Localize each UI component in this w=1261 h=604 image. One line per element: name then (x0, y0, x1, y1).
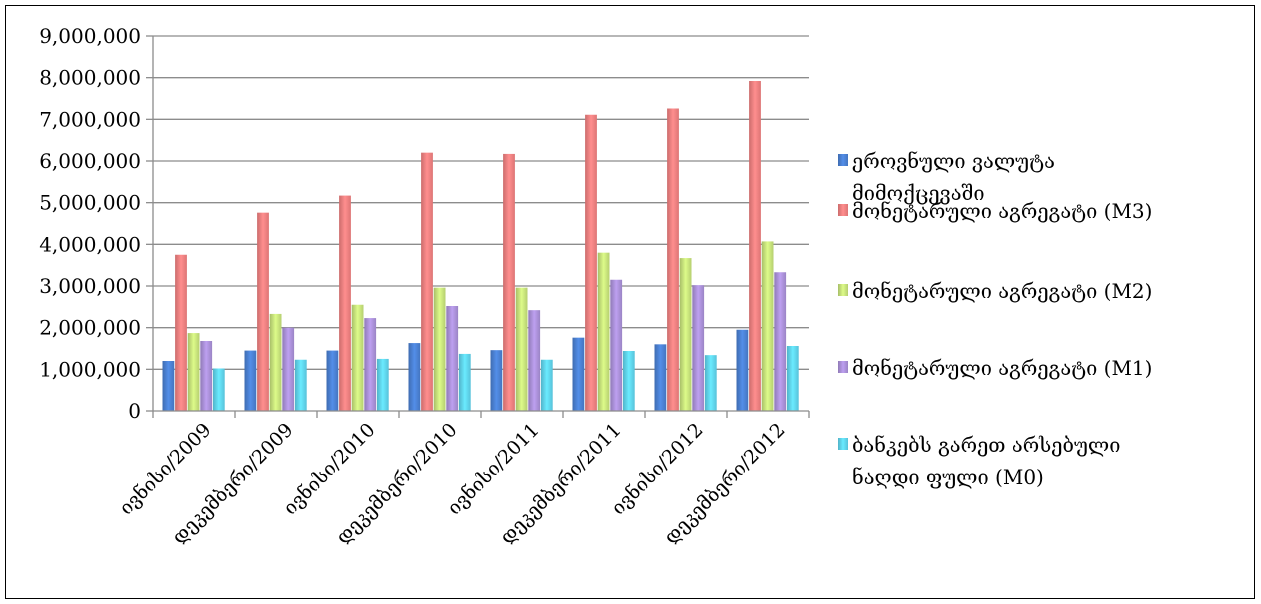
bar (736, 329, 749, 411)
legend-label: ბანკებს გარეთ არსებული (852, 433, 1120, 457)
legend-label: ეროვნული ვალუტა (852, 149, 1055, 173)
y-tick-label: 1,000,000 (39, 357, 141, 381)
y-tick-label: 9,000,000 (39, 24, 141, 48)
bar (515, 287, 528, 411)
bar (162, 361, 175, 411)
legend-swatch (838, 204, 848, 216)
bar (244, 350, 257, 411)
chart-frame (5, 5, 1255, 599)
bar (257, 212, 269, 411)
y-tick-label: 0 (128, 399, 141, 423)
y-tick-label: 7,000,000 (39, 107, 141, 131)
bar (421, 152, 433, 411)
bar (408, 343, 421, 411)
bar (269, 313, 282, 411)
bar (294, 359, 307, 411)
bar (572, 337, 585, 411)
bar (679, 258, 692, 411)
legend-label: ნაღდი ფული (M0) (852, 465, 1044, 489)
bar (540, 359, 553, 411)
y-tick-label: 3,000,000 (39, 274, 141, 298)
bar (351, 304, 364, 411)
bar (622, 351, 635, 411)
bar (339, 195, 351, 411)
legend-swatch (838, 284, 848, 296)
bar (610, 279, 623, 411)
bar (786, 346, 799, 411)
legend-swatch (838, 154, 848, 166)
y-axis-ticks: 0 1,000,000 2,000,000 3,000,000 4,000,000 5,0… (39, 24, 153, 423)
bar (704, 355, 717, 411)
gridlines (153, 35, 809, 370)
legend-swatch (838, 361, 848, 373)
bar (761, 241, 774, 411)
bar (175, 254, 187, 411)
legend-label: მონეტარული აგრეგატი (M2) (852, 279, 1152, 303)
bar (667, 108, 679, 411)
bar (446, 306, 459, 411)
bar (433, 287, 446, 411)
bar (749, 81, 761, 411)
bar (187, 333, 200, 411)
bar (503, 153, 515, 411)
bar (597, 252, 610, 411)
legend-label: მონეტარული აგრეგატი (M3) (852, 199, 1152, 223)
bar (528, 310, 541, 411)
legend-label: მონეტარული აგრეგატი (M1) (852, 356, 1152, 380)
y-tick-label: 5,000,000 (39, 191, 141, 215)
bar (458, 353, 471, 411)
bar (585, 114, 597, 411)
bars (162, 81, 799, 411)
y-tick-label: 4,000,000 (39, 232, 141, 256)
bar (212, 368, 225, 411)
legend-label: მიმოქცევაში (852, 181, 985, 205)
bar (364, 318, 377, 411)
bar (282, 327, 295, 411)
bar (774, 272, 787, 411)
y-tick-label: 6,000,000 (39, 149, 141, 173)
bar (376, 358, 389, 411)
y-tick-label: 2,000,000 (39, 316, 141, 340)
x-axis-ticks: ივნისი/2009დეკემბერი/2009ივნისი/2010დეკე… (115, 411, 810, 549)
bar (200, 341, 213, 411)
legend-swatch (838, 438, 848, 450)
y-tick-label: 8,000,000 (39, 66, 141, 90)
bar (654, 344, 667, 411)
bar (326, 350, 339, 411)
bar (490, 350, 503, 411)
bar (692, 285, 705, 411)
